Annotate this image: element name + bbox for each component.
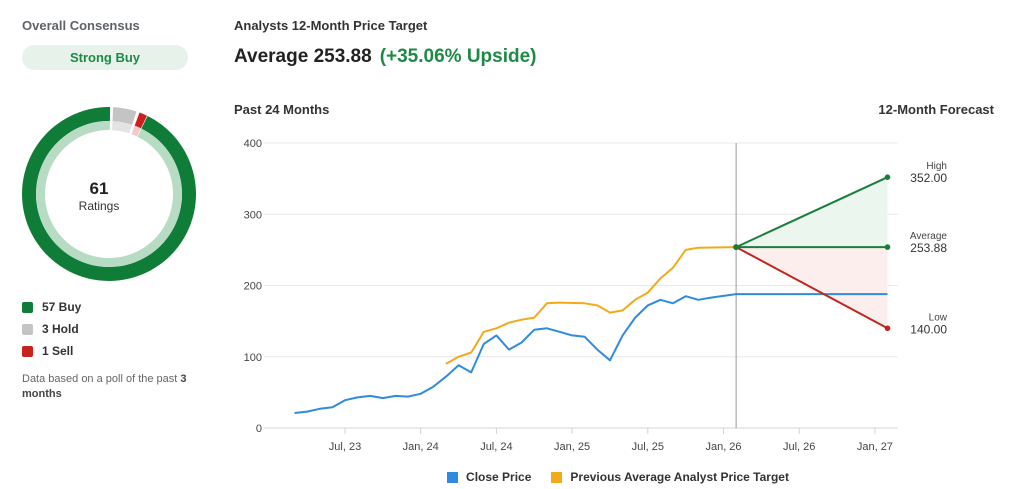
- consensus-title: Overall Consensus: [22, 18, 140, 33]
- legend-buy: 57 Buy: [22, 296, 81, 318]
- legend-hold: 3 Hold: [22, 318, 81, 340]
- price-target-title: Analysts 12-Month Price Target: [234, 18, 428, 33]
- chart-gridlines: [264, 142, 898, 429]
- ratings-legend: 57 Buy 3 Hold 1 Sell: [22, 296, 81, 362]
- y-axis: 0 100 200 300 400: [244, 138, 262, 435]
- close-price-legend-label: Close Price: [466, 470, 532, 484]
- analyst-target-line: [445, 246, 737, 365]
- legend-close-price[interactable]: Close Price: [447, 470, 531, 484]
- poll-note-period: 3 months: [22, 373, 187, 400]
- svg-text:0: 0: [256, 423, 262, 435]
- svg-text:200: 200: [244, 281, 262, 293]
- svg-text:300: 300: [244, 209, 262, 221]
- buy-color-swatch: [22, 301, 33, 313]
- svg-text:Jan, 24: Jan, 24: [403, 441, 439, 453]
- poll-note-text: Data based on a poll of the past: [22, 373, 178, 385]
- past-24-months-label: Past 24 Months: [234, 102, 330, 117]
- ratings-label: Ratings: [78, 199, 120, 213]
- close-price-swatch: [447, 471, 459, 483]
- svg-text:352.00: 352.00: [910, 171, 947, 185]
- legend-analyst-target[interactable]: Previous Average Analyst Price Target: [551, 470, 789, 484]
- svg-text:400: 400: [244, 138, 262, 150]
- analyst-target-legend-label: Previous Average Analyst Price Target: [570, 470, 789, 484]
- ratings-donut-chart: [21, 107, 196, 282]
- total-ratings-count: 61: [89, 179, 109, 198]
- svg-text:Low: Low: [929, 312, 948, 323]
- svg-text:140.00: 140.00: [910, 322, 947, 336]
- svg-text:High: High: [926, 161, 947, 172]
- consensus-rating-badge: Strong Buy: [22, 45, 188, 70]
- svg-text:100: 100: [244, 352, 262, 364]
- svg-text:253.88: 253.88: [910, 241, 947, 255]
- consensus-panel: Overall Consensus Strong Buy 61 Ratings …: [0, 0, 210, 489]
- sell-color-swatch: [22, 345, 33, 357]
- forecast-label: 12-Month Forecast: [878, 102, 994, 117]
- poll-note: Data based on a poll of the past 3 month…: [22, 372, 192, 402]
- chart-legend: Close Price Previous Average Analyst Pri…: [0, 470, 1024, 484]
- buy-count-label: 57 Buy: [42, 300, 82, 314]
- x-axis: Jul, 23 Jan, 24 Jul, 24 Jan, 25 Jul, 25 Jan, …: [329, 428, 893, 453]
- svg-text:Jul, 23: Jul, 23: [329, 441, 361, 453]
- close-price-line: [294, 293, 888, 414]
- legend-sell: 1 Sell: [22, 340, 81, 362]
- hold-count-label: 3 Hold: [42, 322, 79, 336]
- upside-percentage: (+35.06% Upside): [379, 46, 537, 67]
- sell-count-label: 1 Sell: [42, 344, 74, 358]
- svg-text:Jul, 26: Jul, 26: [783, 441, 815, 453]
- analyst-target-swatch: [551, 471, 563, 483]
- average-price-target: Average 253.88 (+35.06% Upside): [234, 46, 537, 68]
- donut-center: 61 Ratings: [20, 106, 200, 286]
- svg-text:Jul, 25: Jul, 25: [632, 441, 664, 453]
- forecast-lines: [733, 174, 891, 332]
- svg-text:Jan, 27: Jan, 27: [857, 441, 893, 453]
- average-value: Average 253.88: [234, 46, 372, 67]
- svg-text:Average: Average: [910, 231, 948, 242]
- svg-text:Jan, 26: Jan, 26: [705, 441, 741, 453]
- forecast-range-fill: [736, 177, 888, 329]
- hold-color-swatch: [22, 323, 33, 335]
- svg-text:Jul, 24: Jul, 24: [480, 441, 512, 453]
- svg-text:Jan, 25: Jan, 25: [554, 441, 590, 453]
